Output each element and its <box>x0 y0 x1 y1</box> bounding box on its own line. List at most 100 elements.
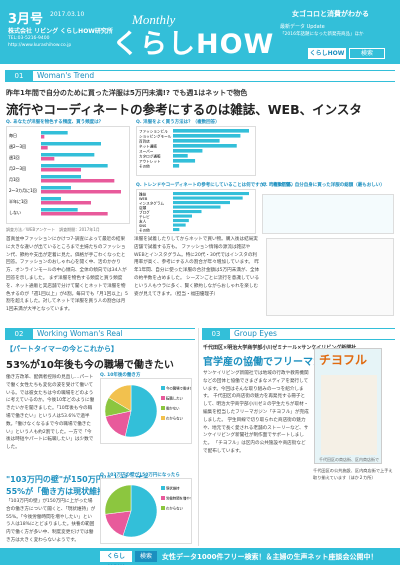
article-body: 働き方改革、配偶者控除の見直し…パートで働く女性たちも変化の波を受けて働いている… <box>6 374 96 470</box>
cover-caption: 千代田区の公共施設、区内商店街で上手え取り揃えています（ほか２カ所） <box>313 468 393 480</box>
paragraph: 千代田区の商店街の魅力を再発見する冊子として、明治大学商学部小川ゼミの学生たちが… <box>203 394 309 423</box>
chart-caption: Q. 昨年1年間、自分自身に買った洋服の総額（最もおしい） <box>262 183 385 188</box>
tick-label: カタログ通販 <box>139 154 161 159</box>
bar <box>41 131 68 135</box>
section-headline: 53%が10年後も今の職場で働きたい <box>6 360 174 371</box>
tick-label: SNS <box>139 224 147 228</box>
tick-label: ファッションビル <box>139 129 168 134</box>
footer-search-button[interactable]: 検索 <box>135 551 157 562</box>
section-number: 03 <box>202 329 230 339</box>
cover-title: チヨフル <box>319 353 368 367</box>
section-bar-woman-trend: 01 Woman's Trend <box>5 70 395 82</box>
legend-label: わからない <box>166 506 184 511</box>
bar <box>41 190 121 194</box>
update-label: 最新データ Update <box>280 24 325 30</box>
tick-label: ネット通販 <box>139 144 157 149</box>
company-url[interactable]: http://www.kurashihow.co.jp <box>8 43 72 48</box>
bar <box>173 214 192 218</box>
header-banner: 3月号 2017.03.10 株式会社 リビング くらしHOW研究所 TEL:0… <box>0 0 400 64</box>
section-title: Group Eyes <box>234 329 277 338</box>
tick-label: 半年に1回 <box>9 198 28 204</box>
chart-spend-bars <box>266 238 394 316</box>
legend-swatch <box>161 396 165 400</box>
paragraph: まず洋服を物色する頻度と買う頻度を、ネット通販と実店舗で分けて聞くとネットで洋服… <box>6 275 128 313</box>
section-bar-working-woman: 02 Working Woman's Real <box>5 328 195 340</box>
article-body: サンケイリビング新聞社では地域の行政や教育機関などの団体と協働でさまざまなメディ… <box>203 370 309 544</box>
section-headline: 流行やコーディネートの参考にするのは雑誌、WEB、インスタ <box>6 102 362 117</box>
bar <box>41 157 55 161</box>
bar <box>173 192 249 196</box>
chart-pie-wall: 現状維持 労働時間を増やす わからない <box>100 478 194 544</box>
legend-swatch <box>161 406 165 410</box>
bar <box>41 175 81 179</box>
kurashihow-logo-button[interactable]: くらしHOW <box>308 48 346 59</box>
tick-label: ショッピングモール <box>139 134 172 139</box>
tick-label: 月2〜3回 <box>9 166 26 171</box>
bar <box>173 134 241 138</box>
bar <box>41 135 45 139</box>
bar <box>173 228 180 232</box>
section-title: Working Woman's Real <box>37 329 123 338</box>
tick-label: ブログ <box>139 210 150 215</box>
chart-purchase-method: ファッションビル ショッピングモール 百貨店 ネット通販 スーパー カタログ通販 アウトレッ… <box>136 126 256 176</box>
legend-swatch <box>161 416 165 420</box>
tick-label: 毎日 <box>9 132 17 138</box>
bar <box>173 129 249 133</box>
issue-label: 3月号 <box>8 12 44 27</box>
tick-label: 百貨店 <box>139 139 150 144</box>
bar <box>173 164 180 168</box>
paragraph: 「チヨフル」は区内の公共施設や商店街などで配布しています。 <box>203 441 306 454</box>
chart-browse-frequency: 毎日 週2〜3回 週1回 月2〜3回 月1回 2〜3カ月に1回 半年に1回 しない <box>6 126 130 224</box>
tick-label: 店頭 <box>139 205 147 210</box>
search-button[interactable]: 検索 <box>349 48 385 59</box>
quote-line: "103万円の壁"が150万円に上がっても <box>6 475 151 484</box>
bar <box>173 210 202 214</box>
chart-caption: Q. 洋服をよく買う方法は？（複数回答） <box>136 120 220 125</box>
paragraph: ファッション情報の源流は雑誌やWEBとインスタグラム。特に20代・30代ではイン… <box>134 244 258 266</box>
legend-label: わからない <box>166 416 184 421</box>
paragraph: 首真並中ファッションにかけつ7-調査によって最近の結果に大きな違いが出ているとこ… <box>6 237 127 281</box>
legend-swatch <box>161 386 165 390</box>
chart-caption: Q. 103万円の壁が150万円になったら <box>100 473 180 478</box>
survey-note: 調査方法／WEBアンケート 調査期間：2017年1月 <box>6 227 100 232</box>
paragraph: 洋服を試着したりしてからネットで買い物。購入後は結局実店舗で試着する方も。 <box>134 237 258 250</box>
chart-total-spend <box>262 194 394 234</box>
tick-label: 週2〜3回 <box>9 143 26 149</box>
tick-label: 週1回 <box>9 154 20 160</box>
issue-date: 2017.03.10 <box>50 11 85 18</box>
cover-subtitle: 千代田区の商店街、区内商店街で <box>319 457 379 462</box>
legend-label: 労働時間を増やす <box>166 496 191 501</box>
bar <box>41 201 91 205</box>
quote-line: 55%が「働き方は現状維持」 <box>6 487 114 496</box>
pie-slice <box>104 484 132 515</box>
footer-logo-button[interactable]: くらしHOW <box>100 551 132 565</box>
tick-label: スーパー <box>139 149 154 154</box>
tick-label: しない <box>9 209 21 215</box>
bar <box>173 144 237 148</box>
article-body: 洋服を試着したりしてからネットで買い物。購入後は結局実店舗で試着する方も。 ファ… <box>134 236 260 318</box>
paragraph: シーズンごとに流行を意識しているという人もウラに多く、賢く節約しながらおしゃれを… <box>134 275 260 297</box>
bar <box>41 186 71 190</box>
paragraph: 働き方改革、配偶者控除の見直し…パートで働く女性たちも変化の波を受けて働いている… <box>6 375 95 451</box>
legend-swatch <box>161 486 165 490</box>
bar <box>41 164 108 168</box>
footer-banner: くらしHOW 検索 女性データ1000件フリー検索！＆主婦の生声ネット座談会公開… <box>0 548 400 565</box>
bar <box>41 179 115 183</box>
bar <box>41 146 48 150</box>
bar <box>173 219 189 223</box>
tick-label: 友人 <box>139 219 147 224</box>
column-divider <box>198 328 199 546</box>
footer-message[interactable]: 女性データ1000件フリー検索！＆主婦の生声ネット座談会公開中！ <box>162 553 378 561</box>
section-bar-group-eyes: 03 Group Eyes <box>202 328 395 340</box>
legend-label: 今の職場で働きたい <box>166 386 191 391</box>
pie-slice <box>124 384 158 438</box>
bar <box>173 205 221 209</box>
section-title: Woman's Trend <box>37 71 95 80</box>
bar <box>173 201 230 205</box>
section-subheading: 昨年1年間で自分のために買った洋服は5万円未満!? でも週1はネットで物色 <box>6 89 248 97</box>
bar <box>173 154 188 158</box>
bar <box>41 197 61 201</box>
tick-label: その他 <box>139 164 150 169</box>
cover-photo <box>321 375 377 455</box>
bar <box>41 142 101 146</box>
